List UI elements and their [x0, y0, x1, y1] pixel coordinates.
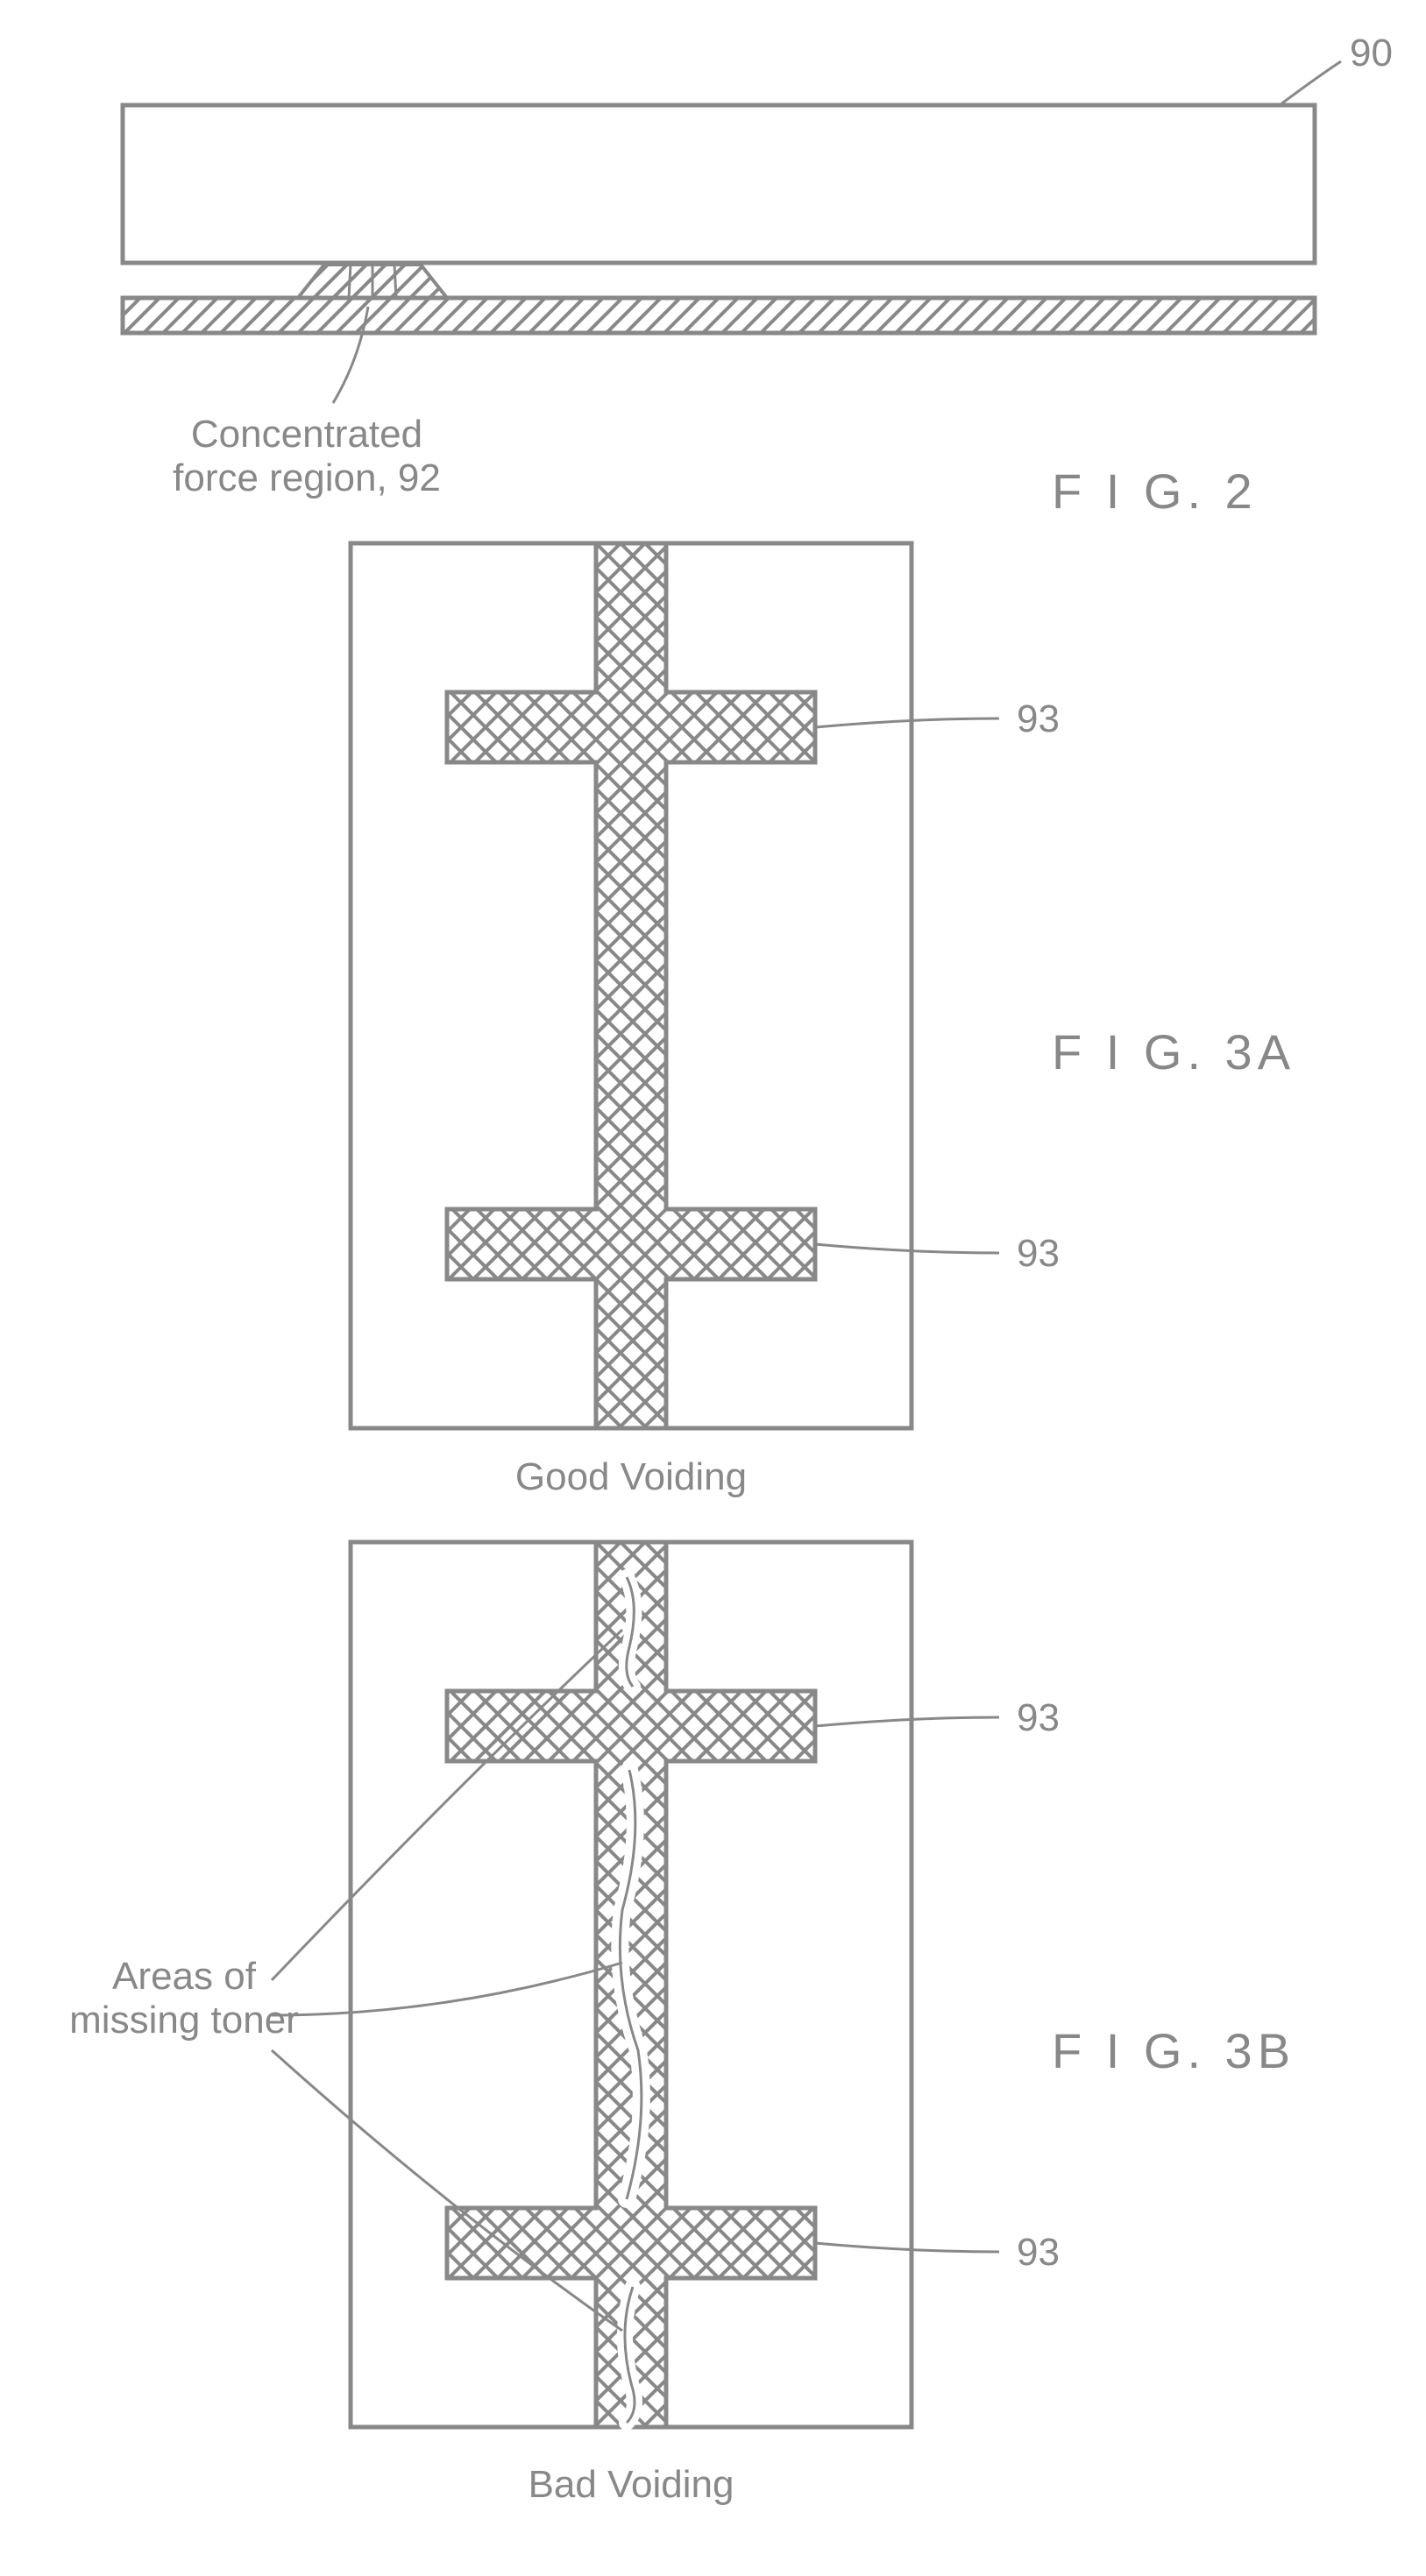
fig2-leader-90 [1280, 61, 1341, 105]
fig2-bump-group [298, 265, 447, 298]
fig2-annot-l1: Concentrated [191, 413, 422, 456]
fig3a-svg: 93 93 Good Voiding F I G. 3A [18, 526, 1408, 1525]
fig3a-ref1: 93 [1017, 697, 1060, 740]
fig3b-annot-l1: Areas of [112, 1955, 257, 1998]
fig2-box [123, 105, 1315, 263]
fig3b-caption: Bad Voiding [529, 2463, 734, 2506]
fig2-annot-l2: force region, 92 [173, 456, 441, 499]
fig3b-svg: 93 93 Areas of missing toner Bad Voiding… [18, 1525, 1408, 2541]
fig2-label: F I G. 2 [1052, 464, 1258, 519]
fig3b-ref2: 93 [1017, 2231, 1060, 2274]
fig3a-caption: Good Voiding [515, 1455, 747, 1498]
fig2-ref-90: 90 [1350, 35, 1393, 74]
fig3b-label: F I G. 3B [1052, 2023, 1295, 2078]
fig2-substrate [123, 298, 1315, 333]
fig3b-ref1: 93 [1017, 1696, 1060, 1739]
fig3a-label: F I G. 3A [1052, 1024, 1295, 1079]
fig2-svg: 90 Concentrated force region, 92 F I G. … [18, 35, 1408, 526]
fig3a-ref2: 93 [1017, 1232, 1060, 1275]
fig3b-annot-l2: missing toner [69, 1999, 299, 2042]
